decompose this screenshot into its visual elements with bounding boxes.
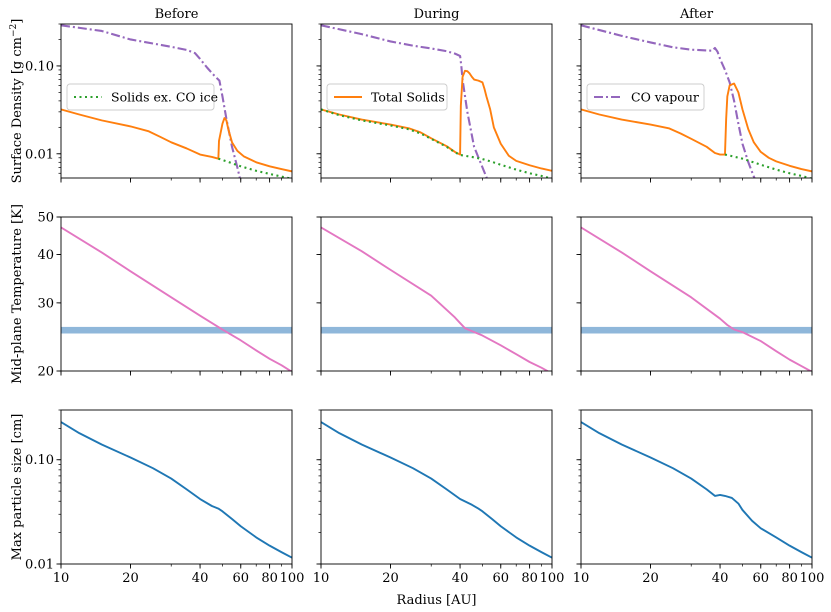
x-tick-label: 100 bbox=[800, 571, 825, 586]
legend-label: Total Solids bbox=[371, 90, 445, 105]
legend-label: Solids ex. CO ice bbox=[111, 90, 218, 105]
legend-box bbox=[586, 83, 705, 111]
y-axis-label: Mid-plane Temperature [K] bbox=[10, 204, 25, 384]
series-line bbox=[581, 421, 812, 559]
y-tick-label: 30 bbox=[37, 296, 54, 311]
series-line bbox=[321, 69, 552, 172]
series-line bbox=[321, 226, 550, 371]
legend: Total Solids bbox=[326, 83, 448, 111]
axes-frame bbox=[60, 216, 293, 372]
series-line bbox=[581, 226, 812, 371]
x-tick-label: 40 bbox=[712, 571, 729, 586]
legend: CO vapour bbox=[586, 83, 705, 111]
series-line bbox=[581, 24, 756, 178]
y-axis-label-text: Max particle size [cm] bbox=[10, 414, 25, 561]
axes-frame bbox=[60, 409, 293, 565]
series-line bbox=[61, 108, 292, 173]
panel: 10 20 40 60 80 100 bbox=[573, 409, 825, 586]
axes-frame bbox=[320, 409, 553, 565]
y-tick-label: 0.10 bbox=[25, 453, 54, 468]
series-line bbox=[218, 157, 292, 178]
column-title: During bbox=[414, 7, 460, 22]
legend: Solids ex. CO ice bbox=[66, 83, 218, 111]
panel: 10 20 40 60 80 100 bbox=[313, 409, 565, 586]
panel bbox=[576, 23, 813, 183]
legend-box bbox=[326, 83, 448, 111]
series-line bbox=[61, 226, 292, 371]
y-tick-label: 0.01 bbox=[25, 147, 54, 162]
axes-frame bbox=[580, 409, 813, 565]
x-tick-label: 20 bbox=[122, 571, 139, 586]
panel: 0.01 0.10 bbox=[25, 23, 293, 183]
x-tick-label: 60 bbox=[492, 571, 509, 586]
y-tick-label: 0.01 bbox=[25, 558, 54, 573]
series-line bbox=[61, 421, 292, 559]
y-axis-label-end: ] bbox=[10, 19, 25, 24]
x-tick-label: 60 bbox=[752, 571, 769, 586]
y-tick-label: 50 bbox=[37, 211, 54, 226]
x-tick-label: 20 bbox=[382, 571, 399, 586]
x-tick-label: 10 bbox=[53, 571, 70, 586]
y-axis-label: Surface Density [g cm−2] bbox=[9, 19, 25, 184]
x-tick-label: 100 bbox=[540, 571, 565, 586]
y-tick-label: 40 bbox=[37, 248, 54, 263]
panel: 10 20 40 60 80 100 0.01 0.10 bbox=[25, 409, 305, 586]
shaded-band bbox=[581, 326, 812, 334]
legend-label: CO vapour bbox=[631, 90, 699, 105]
y-axis-label-text: Mid-plane Temperature [K] bbox=[10, 204, 25, 384]
panel: 20 30 40 50 bbox=[37, 211, 293, 380]
x-tick-label: 80 bbox=[261, 571, 278, 586]
x-tick-label: 20 bbox=[642, 571, 659, 586]
axes-frame bbox=[580, 216, 813, 372]
panel bbox=[316, 216, 553, 376]
y-axis-label-text: Surface Density [g cm bbox=[10, 37, 25, 183]
legend-box bbox=[66, 83, 215, 111]
x-tick-label: 80 bbox=[781, 571, 798, 586]
y-tick-label: 20 bbox=[37, 365, 54, 380]
x-tick-label: 80 bbox=[521, 571, 538, 586]
x-tick-label: 10 bbox=[573, 571, 590, 586]
series-line bbox=[321, 108, 552, 178]
y-axis-label-exponent: −2 bbox=[9, 24, 19, 37]
column-title: Before bbox=[155, 7, 199, 22]
series-line bbox=[581, 82, 812, 173]
x-tick-label: 40 bbox=[192, 571, 209, 586]
shaded-band bbox=[61, 326, 292, 334]
x-tick-label: 40 bbox=[452, 571, 469, 586]
panel bbox=[576, 216, 813, 376]
x-tick-label: 10 bbox=[313, 571, 330, 586]
y-tick-label: 0.10 bbox=[25, 59, 54, 74]
y-axis-label: Max particle size [cm] bbox=[10, 414, 25, 561]
series-line bbox=[321, 24, 488, 178]
shaded-band bbox=[321, 326, 552, 334]
x-tick-label: 60 bbox=[232, 571, 249, 586]
x-tick-label: 100 bbox=[280, 571, 305, 586]
axes-frame bbox=[320, 216, 553, 372]
panel bbox=[316, 23, 553, 183]
x-axis-label: Radius [AU] bbox=[397, 593, 477, 608]
series-line bbox=[321, 421, 552, 559]
column-title: After bbox=[679, 7, 714, 22]
